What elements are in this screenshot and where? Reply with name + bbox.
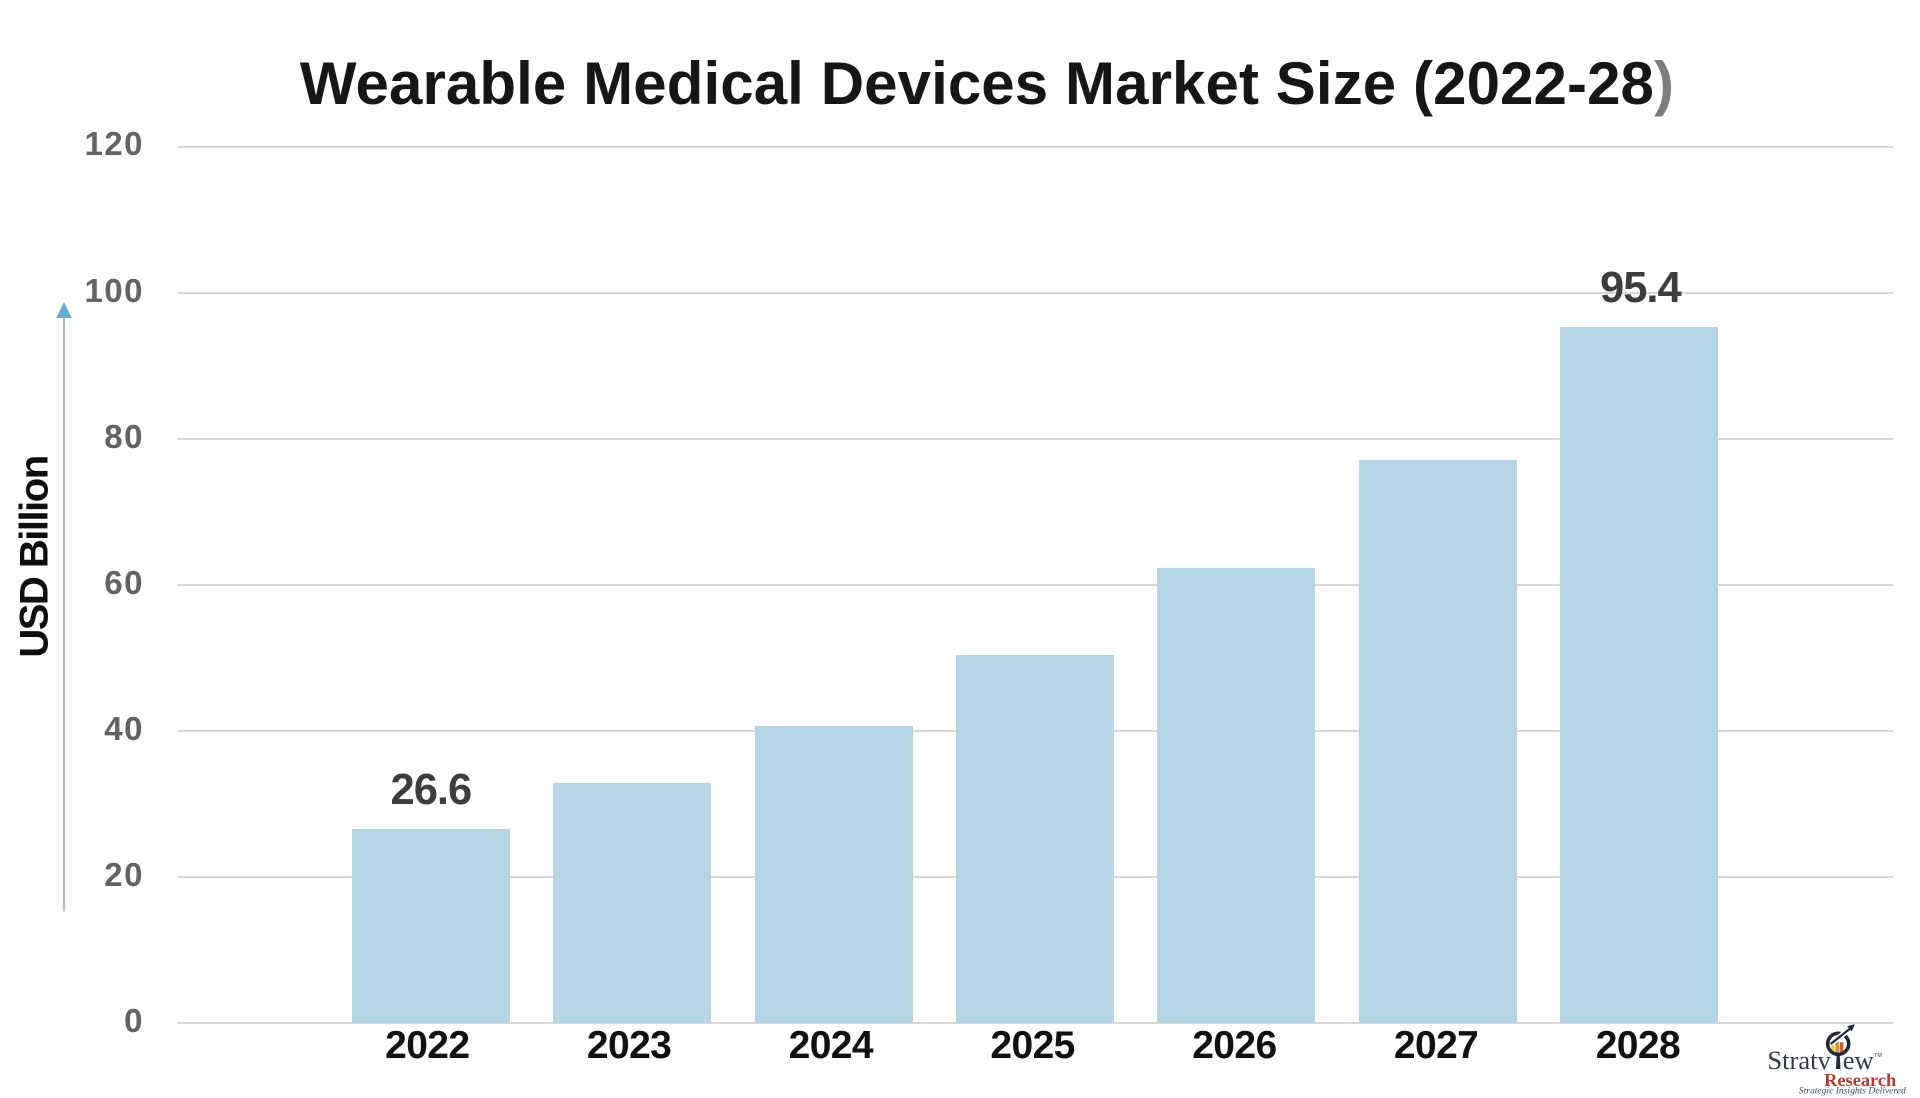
svg-text:Strategic Insights Delivered: Strategic Insights Delivered (1799, 1087, 1906, 1097)
svg-text:TM: TM (1874, 1053, 1882, 1059)
svg-text:Research: Research (1824, 1070, 1896, 1090)
svg-text:Stratv: Stratv (1767, 1045, 1831, 1075)
